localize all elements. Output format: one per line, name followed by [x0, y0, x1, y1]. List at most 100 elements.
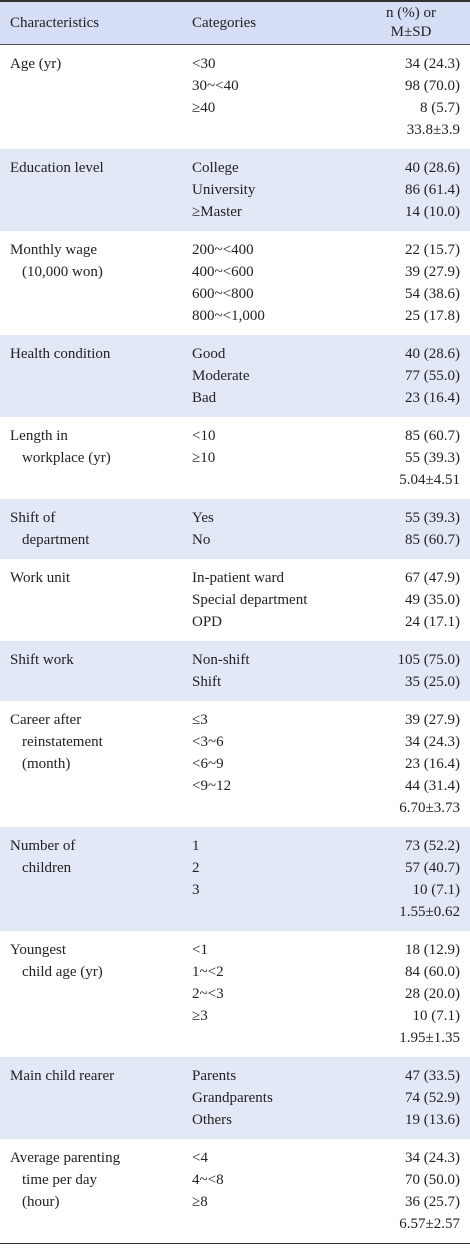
value-text: 6.70±3.73: [399, 800, 460, 816]
category-text: Grandparents: [192, 1090, 273, 1106]
table-row: Age (yr) <30 30~<40 ≥40 34 (24.3) 98 (70.0) 8 …: [0, 45, 470, 149]
values-cell: 85 (60.7) 55 (39.3) 5.04±4.51: [362, 425, 460, 491]
categories-cell: <10 ≥10: [192, 425, 362, 491]
table-row: Career after reinstatement (month) ≤3 <3~6 <6…: [0, 701, 470, 827]
value-text: 33.8±3.9: [406, 122, 460, 138]
characteristic-text: child age (yr): [22, 964, 103, 980]
characteristic-cell: Education level: [0, 157, 192, 223]
characteristic-cell: Length in workplace (yr): [0, 425, 192, 491]
header-cell: Characteristics: [0, 12, 192, 34]
categories-cell: Non-shift Shift: [192, 649, 362, 693]
header-cell: Categories: [192, 12, 362, 34]
value-text: 34 (24.3): [405, 1150, 460, 1166]
value-text: 54 (38.6): [405, 286, 460, 302]
category-text: <9~12: [192, 778, 232, 794]
table-row: Monthly wage (10,000 won) 200~<400 400~<600…: [0, 231, 470, 335]
category-text: 4~<8: [192, 1172, 224, 1188]
characteristic-text: Number of: [10, 838, 76, 854]
value-text: 5.04±4.51: [399, 472, 460, 488]
category-text: Special department: [192, 592, 308, 608]
value-text: 57 (40.7): [405, 860, 460, 876]
category-text: OPD: [192, 614, 223, 630]
value-text: 23 (16.4): [405, 390, 460, 406]
table-row: Average parenting time per day (hour) <4 4~<…: [0, 1139, 470, 1243]
value-text: 25 (17.8): [405, 308, 460, 324]
category-text: No: [192, 532, 211, 548]
category-text: <3~6: [192, 734, 224, 750]
category-text: 400~<600: [192, 264, 254, 280]
characteristic-text: Youngest: [10, 942, 66, 958]
characteristic-text: Length in: [10, 428, 68, 444]
characteristic-cell: Number of children: [0, 835, 192, 923]
category-text: ≥10: [192, 450, 216, 466]
value-text: 8 (5.7): [420, 100, 460, 116]
header-row: Characteristics Categories n (%) or M±SD: [0, 2, 470, 45]
value-text: 39 (27.9): [405, 264, 460, 280]
category-text: 3: [192, 882, 200, 898]
characteristic-text: children: [22, 860, 72, 876]
characteristic-text: Shift work: [10, 652, 74, 668]
header-text: n (%) or: [386, 5, 436, 21]
table-row: Youngest child age (yr) <1 1~<2 2~<3 ≥3 18 (12…: [0, 931, 470, 1057]
characteristic-text: Monthly wage: [10, 242, 98, 258]
characteristic-cell: Career after reinstatement (month): [0, 709, 192, 819]
categories-cell: <1 1~<2 2~<3 ≥3: [192, 939, 362, 1049]
values-cell: 39 (27.9) 34 (24.3) 23 (16.4) 44 (31.4) 6.70…: [362, 709, 460, 819]
value-text: 70 (50.0): [405, 1172, 460, 1188]
values-cell: 73 (52.2) 57 (40.7) 10 (7.1) 1.55±0.62: [362, 835, 460, 923]
value-text: 22 (15.7): [405, 242, 460, 258]
category-text: College: [192, 160, 239, 176]
category-text: ≥40: [192, 100, 216, 116]
value-text: 1.95±1.35: [399, 1030, 460, 1046]
category-text: In-patient ward: [192, 570, 285, 586]
table-row: Work unit In-patient ward Special departme…: [0, 559, 470, 641]
characteristic-text: Career after: [10, 712, 82, 728]
value-text: 39 (27.9): [405, 712, 460, 728]
value-text: 23 (16.4): [405, 756, 460, 772]
category-text: 1: [192, 838, 200, 854]
category-text: Parents: [192, 1068, 237, 1084]
header-text: M±SD: [390, 24, 432, 40]
values-cell: 47 (33.5) 74 (52.9) 19 (13.6): [362, 1065, 460, 1131]
categories-cell: Yes No: [192, 507, 362, 551]
category-text: ≥3: [192, 1008, 208, 1024]
value-text: 86 (61.4): [405, 182, 460, 198]
value-text: 77 (55.0): [405, 368, 460, 384]
value-text: 44 (31.4): [405, 778, 460, 794]
category-text: 2~<3: [192, 986, 224, 1002]
category-text: <4: [192, 1150, 208, 1166]
value-text: 6.57±2.57: [399, 1216, 460, 1232]
categories-cell: 200~<400 400~<600 600~<800 800~<1,000: [192, 239, 362, 327]
values-cell: 34 (24.3) 98 (70.0) 8 (5.7) 33.8±3.9: [362, 53, 460, 141]
table-row: Length in workplace (yr) <10 ≥10 85 (60.7) 55…: [0, 417, 470, 499]
characteristic-text: Main child rearer: [10, 1068, 115, 1084]
value-text: 49 (35.0): [405, 592, 460, 608]
value-text: 74 (52.9): [405, 1090, 460, 1106]
category-text: <10: [192, 428, 216, 444]
category-text: 1~<2: [192, 964, 224, 980]
table-row: Main child rearer Parents Grandparents Othe…: [0, 1057, 470, 1139]
characteristic-text: Education level: [10, 160, 104, 176]
categories-cell: In-patient ward Special department OPD: [192, 567, 362, 633]
category-text: <1: [192, 942, 208, 958]
value-text: 47 (33.5): [405, 1068, 460, 1084]
category-text: Others: [192, 1112, 232, 1128]
header-cell: n (%) or M±SD: [362, 4, 460, 42]
category-text: Moderate: [192, 368, 250, 384]
value-text: 36 (25.7): [405, 1194, 460, 1210]
characteristic-text: workplace (yr): [22, 450, 111, 466]
category-text: University: [192, 182, 256, 198]
value-text: 28 (20.0): [405, 986, 460, 1002]
category-text: ≥8: [192, 1194, 208, 1210]
category-text: Shift: [192, 674, 222, 690]
category-text: <30: [192, 56, 216, 72]
value-text: 84 (60.0): [405, 964, 460, 980]
value-text: 1.55±0.62: [399, 904, 460, 920]
category-text: ≥Master: [192, 204, 242, 220]
characteristic-text: Average parenting: [10, 1150, 121, 1166]
categories-cell: Parents Grandparents Others: [192, 1065, 362, 1131]
categories-cell: <4 4~<8 ≥8: [192, 1147, 362, 1235]
characteristic-text: time per day: [22, 1172, 97, 1188]
table-row: Shift work Non-shift Shift 105 (75.0) 35 (25…: [0, 641, 470, 701]
